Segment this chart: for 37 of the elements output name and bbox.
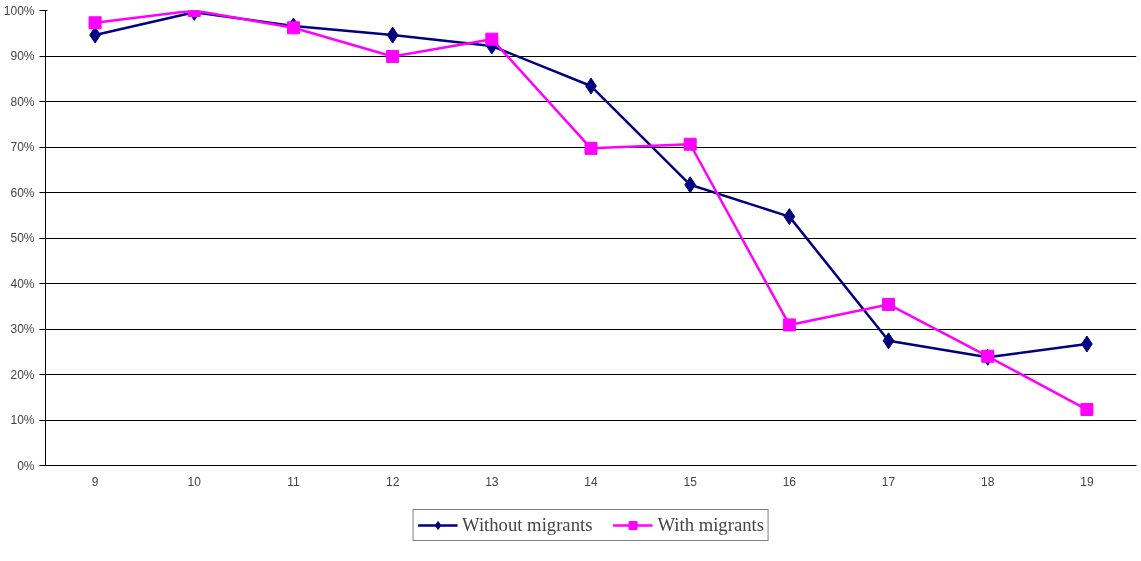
point <box>882 332 895 350</box>
y-tick-label: 10% <box>10 413 35 427</box>
point <box>584 141 598 155</box>
x-tick-label: 19 <box>1080 474 1094 489</box>
y-tick-label: 80% <box>10 94 35 109</box>
y-tick-label: 70% <box>10 140 35 154</box>
y-tick-label: 20% <box>10 367 35 382</box>
point <box>783 208 796 226</box>
point <box>684 176 697 194</box>
y-tick-label: 0% <box>17 458 35 473</box>
point <box>485 32 499 46</box>
legend-label: Without migrants <box>462 514 593 536</box>
y-tick-label: 60% <box>10 185 35 200</box>
point <box>683 137 697 151</box>
x-tick-label: 11 <box>287 474 301 489</box>
y-tick-label: 100% <box>3 3 35 18</box>
x-tick-label: 12 <box>385 474 400 489</box>
x-tick-label: 10 <box>187 474 202 489</box>
y-tick-label: 30% <box>10 322 35 336</box>
point <box>88 16 102 30</box>
x-tick-label: 18 <box>981 474 995 489</box>
x-tick-label: 9 <box>91 474 99 489</box>
point <box>1080 403 1094 417</box>
point <box>882 297 896 311</box>
x-tick-label: 13 <box>485 474 499 489</box>
x-tick-label: 17 <box>881 474 896 489</box>
x-tick-label: 16 <box>782 474 797 489</box>
x-tick-label: 15 <box>683 474 698 489</box>
point <box>286 21 300 35</box>
x-tick-label: 14 <box>584 474 598 489</box>
point <box>386 49 400 63</box>
y-tick-label: 40% <box>10 276 35 291</box>
y-tick-label: 90% <box>10 49 35 63</box>
y-tick-label: 50% <box>10 231 35 245</box>
point <box>782 318 796 332</box>
legend-label: With migrants <box>657 514 764 536</box>
point <box>386 26 399 44</box>
